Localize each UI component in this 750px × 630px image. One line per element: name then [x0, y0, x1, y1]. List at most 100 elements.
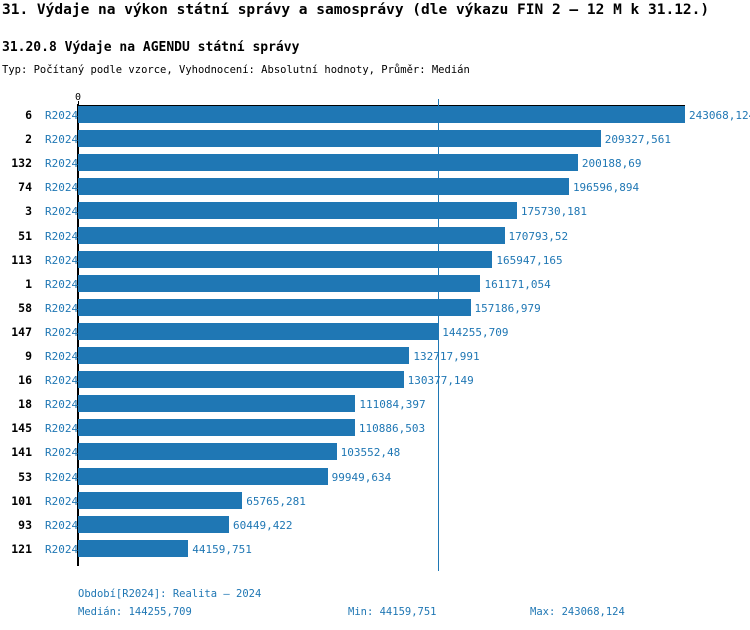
- bar-row[interactable]: 53 R2024 99949,634: [0, 467, 750, 492]
- bar-value-label: 110886,503: [358, 422, 426, 436]
- row-series-label: R2024: [45, 277, 79, 291]
- row-series-label: R2024: [45, 542, 79, 556]
- bar[interactable]: [78, 178, 569, 196]
- bar-value-label: 132717,991: [413, 350, 480, 363]
- bar[interactable]: [78, 515, 229, 533]
- row-category-key: 74: [18, 180, 32, 195]
- bar-row[interactable]: 132 R2024 200188,69: [0, 154, 750, 178]
- bar-chart-plot: 0 6 R2024 243068,124 2 R2024 209327,561 132 R20…: [0, 92, 750, 580]
- row-category-key: 3: [25, 204, 32, 219]
- bar-row[interactable]: 18 R2024 111084,397: [0, 395, 750, 419]
- bar-value-label: 44159,751: [192, 542, 252, 556]
- bar[interactable]: [78, 443, 337, 461]
- bar[interactable]: [78, 467, 328, 485]
- bar-row[interactable]: 1 R2024 161171,054: [0, 274, 750, 299]
- median-reference-line: [438, 99, 440, 571]
- page-title: 31. Výdaje na výkon státní správy a samo…: [2, 2, 710, 18]
- bar-value-label: 65765,281: [246, 494, 306, 508]
- bar-row[interactable]: 74 R2024 196596,894: [0, 178, 750, 202]
- row-series-label: R2024: [45, 350, 79, 363]
- row-category-key: 101: [11, 493, 32, 508]
- bar[interactable]: [78, 491, 243, 509]
- row-category-key: 132: [11, 156, 32, 171]
- bar-row[interactable]: 6 R2024 243068,124: [0, 106, 750, 130]
- row-series-label: R2024: [45, 325, 79, 339]
- row-category-key: 53: [18, 469, 32, 484]
- bar-row[interactable]: 16 R2024 130377,149: [0, 371, 750, 395]
- legend-period-label: Období[R2024]: Realita – 2024: [78, 588, 262, 600]
- bar-value-label: 60449,422: [232, 518, 293, 532]
- row-series-label: R2024: [45, 398, 79, 412]
- bar-row[interactable]: 2 R2024 209327,561: [0, 130, 750, 154]
- bar-row[interactable]: 51 R2024 170793,52: [0, 226, 750, 251]
- bar-value-label: 111084,397: [359, 398, 426, 412]
- bar-row[interactable]: 9 R2024 132717,991: [0, 347, 750, 371]
- row-category-key: 147: [11, 324, 32, 339]
- bar-value-label: 130377,149: [407, 374, 474, 388]
- chart-title: 31.20.8 Výdaje na AGENDU státní správy: [2, 40, 300, 55]
- row-category-key: 51: [18, 228, 32, 243]
- bar[interactable]: [78, 130, 601, 148]
- bar[interactable]: [78, 106, 685, 123]
- row-category-key: 145: [11, 421, 32, 436]
- row-category-key: 16: [18, 373, 32, 388]
- row-series-label: R2024: [45, 253, 79, 267]
- bar-row[interactable]: 147 R2024 144255,709: [0, 322, 750, 347]
- row-series-label: R2024: [45, 470, 79, 484]
- row-series-label: R2024: [45, 301, 79, 315]
- bar[interactable]: [78, 419, 355, 437]
- axis-zero-tick-label: 0: [75, 92, 82, 103]
- chart-subtitle: Typ: Počítaný podle vzorce, Vyhodnocení:…: [2, 64, 470, 76]
- stat-median: Medián: 144255,709: [78, 606, 192, 618]
- bar-row[interactable]: 113 R2024 165947,165: [0, 250, 750, 275]
- summary-stats: Medián: 144255,709 Min: 44159,751 Max: 2…: [78, 606, 738, 622]
- bar[interactable]: [78, 322, 439, 340]
- bar[interactable]: [78, 298, 471, 316]
- bar-value-label: 99949,634: [331, 470, 392, 484]
- bar-row[interactable]: 101 R2024 65765,281: [0, 491, 750, 516]
- bar-value-label: 161171,054: [484, 277, 551, 291]
- bar-value-label: 103552,48: [340, 446, 401, 460]
- bar-value-label: 165947,165: [496, 253, 563, 267]
- row-category-key: 93: [18, 517, 32, 532]
- row-category-key: 9: [25, 349, 32, 363]
- bar-row[interactable]: 93 R2024 60449,422: [0, 515, 750, 540]
- row-series-label: R2024: [45, 133, 79, 147]
- bar-row[interactable]: 58 R2024 157186,979: [0, 298, 750, 323]
- row-series-label: R2024: [45, 518, 79, 532]
- row-series-label: R2024: [45, 181, 79, 195]
- bar-value-label: 243068,124: [689, 109, 750, 122]
- row-category-key: 18: [18, 397, 32, 412]
- row-series-label: R2024: [45, 109, 79, 122]
- bar[interactable]: [78, 539, 189, 557]
- bar-row[interactable]: 145 R2024 110886,503: [0, 419, 750, 443]
- row-category-key: 113: [11, 252, 32, 267]
- bar-row[interactable]: 3 R2024 175730,181: [0, 202, 750, 226]
- bar[interactable]: [78, 274, 481, 292]
- bar-row[interactable]: 121 R2024 44159,751: [0, 539, 750, 564]
- row-series-label: R2024: [45, 157, 79, 171]
- bar[interactable]: [78, 154, 578, 172]
- bar-value-label: 170793,52: [508, 229, 569, 243]
- row-series-label: R2024: [45, 446, 79, 460]
- stat-max: Max: 243068,124: [530, 606, 625, 618]
- bar-value-label: 144255,709: [442, 325, 509, 339]
- row-series-label: R2024: [45, 205, 79, 219]
- row-series-label: R2024: [45, 422, 79, 436]
- stat-min: Min: 44159,751: [348, 606, 437, 618]
- bar[interactable]: [78, 371, 404, 389]
- row-category-key: 141: [11, 445, 32, 460]
- bar-value-label: 200188,69: [581, 157, 642, 171]
- bar[interactable]: [78, 202, 517, 220]
- bar[interactable]: [78, 347, 410, 364]
- bar[interactable]: [78, 250, 493, 268]
- row-category-key: 1: [25, 276, 32, 291]
- row-category-key: 121: [11, 541, 32, 556]
- bar-value-label: 157186,979: [474, 301, 541, 315]
- bar[interactable]: [78, 395, 356, 413]
- row-category-key: 6: [25, 108, 32, 122]
- row-category-key: 2: [25, 132, 32, 147]
- bar-value-label: 175730,181: [520, 205, 588, 219]
- bar-row[interactable]: 141 R2024 103552,48: [0, 443, 750, 467]
- bar[interactable]: [78, 226, 505, 244]
